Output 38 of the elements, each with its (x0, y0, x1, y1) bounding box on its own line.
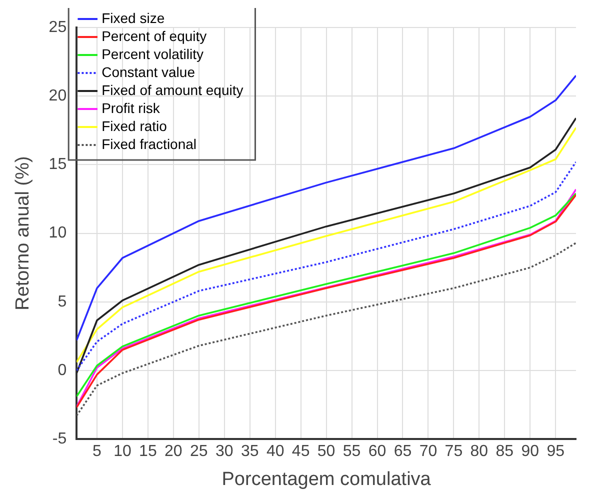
x-tick-label: 35 (240, 443, 259, 460)
legend-label: Fixed fractional (102, 136, 197, 152)
x-tick-label: 70 (419, 443, 438, 460)
x-tick-label: 30 (215, 443, 234, 460)
x-tick-label: 45 (292, 443, 310, 460)
legend-label: Fixed ratio (102, 118, 168, 134)
legend-label: Percent of equity (102, 28, 207, 44)
y-tick-label: -5 (52, 430, 67, 448)
legend-label: Profit risk (102, 100, 161, 116)
x-tick-label: 40 (266, 443, 284, 460)
x-tick-label: 85 (496, 443, 514, 460)
legend-label: Constant value (102, 64, 196, 80)
legend-label: Fixed of amount equity (102, 82, 244, 98)
line-series (76, 242, 576, 417)
x-tick-label: 95 (546, 443, 565, 460)
x-tick-label: 50 (317, 443, 336, 460)
x-tick-label: 80 (470, 443, 488, 460)
x-tick-label: 55 (342, 443, 361, 460)
x-tick-label: 15 (139, 443, 157, 460)
x-tick-label: 75 (444, 443, 463, 460)
x-tick-label: 60 (368, 443, 386, 460)
x-axis-title: Porcentagem comulativa (222, 468, 432, 490)
x-tick-label: 65 (394, 443, 412, 460)
legend-label: Percent volatility (102, 46, 204, 62)
y-tick-label: 5 (58, 293, 67, 310)
x-tick-label: 90 (521, 443, 540, 460)
y-axis-title: Retorno anual (%) (12, 156, 34, 310)
legend-label: Fixed size (102, 10, 165, 26)
x-tick-label: 25 (190, 443, 208, 460)
x-tick-label: 10 (114, 443, 132, 460)
line-series (76, 161, 576, 372)
y-tick-label: 10 (48, 224, 67, 242)
y-tick-label: 15 (48, 156, 67, 174)
y-tick-label: 25 (48, 19, 67, 36)
y-tick-label: 20 (48, 88, 67, 105)
x-tick-label: 20 (164, 443, 182, 460)
x-tick-label: 5 (92, 443, 102, 460)
y-tick-label: 0 (58, 362, 67, 379)
